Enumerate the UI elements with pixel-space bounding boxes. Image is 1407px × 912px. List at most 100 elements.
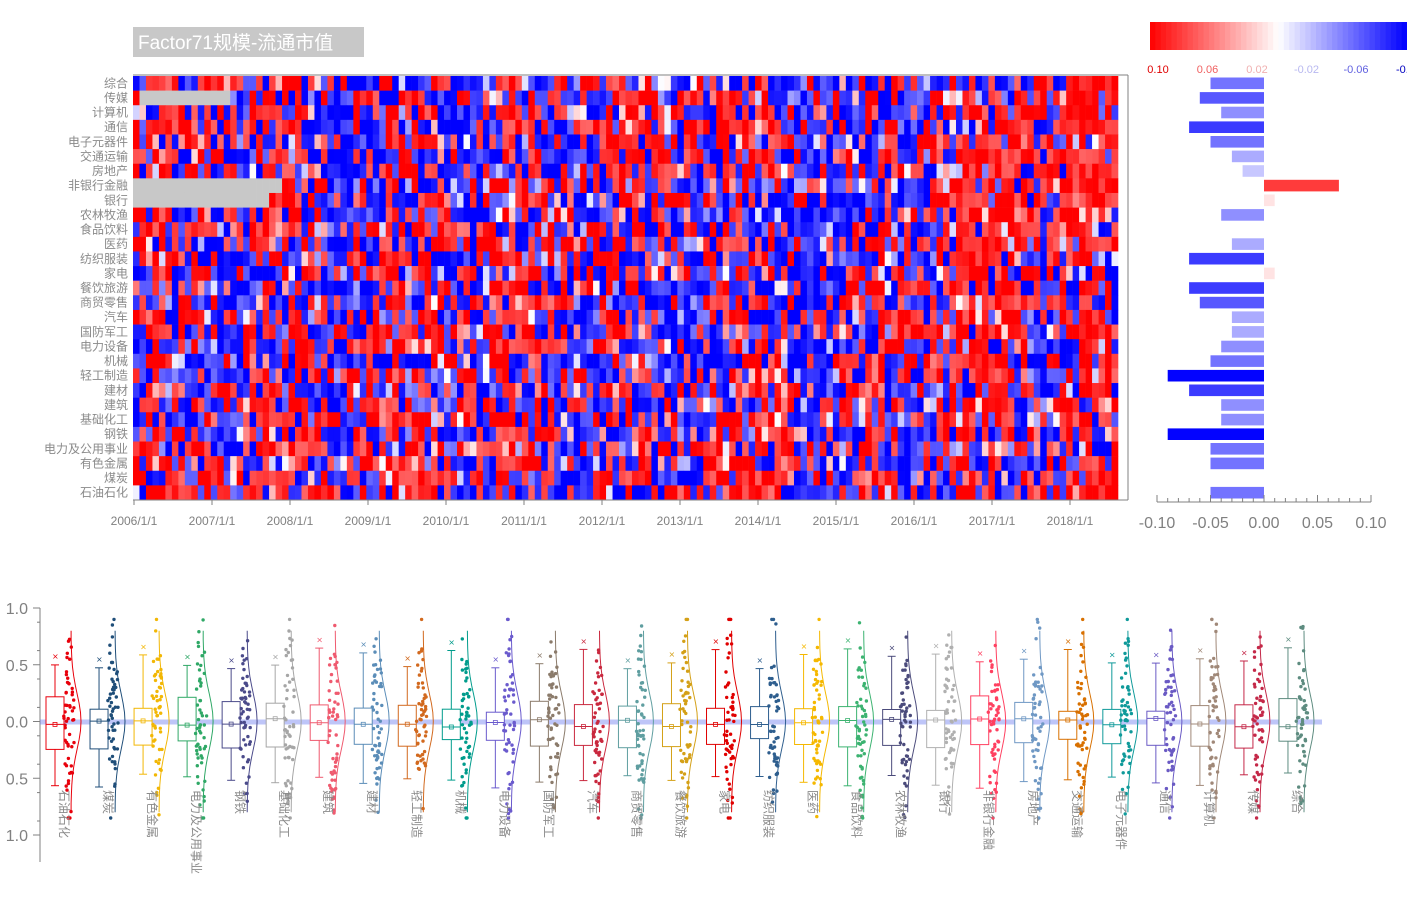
- heatmap-cell: [1092, 119, 1099, 135]
- heatmap-cell: [806, 119, 814, 135]
- heatmap-cell: [230, 397, 237, 413]
- heatmap-cell: [878, 222, 886, 238]
- heatmap-cell: [223, 295, 231, 311]
- heatmap-cell: [638, 251, 646, 267]
- heatmap-cell: [327, 178, 335, 194]
- heatmap-cell: [145, 119, 153, 135]
- heatmap-cell: [677, 309, 685, 325]
- heatmap-cell: [262, 178, 270, 194]
- heatmap-cell: [489, 134, 497, 150]
- heatmap-cell: [878, 339, 886, 355]
- heatmap-cell: [1033, 178, 1041, 194]
- heatmap-cell: [366, 441, 374, 457]
- heatmap-cell: [949, 90, 957, 106]
- box-point: [153, 707, 157, 711]
- heatmap-cell: [327, 456, 335, 472]
- heatmap-cell: [333, 178, 341, 194]
- heatmap-cell: [793, 76, 801, 91]
- heatmap-cell: [839, 309, 847, 325]
- heatmap-cell: [431, 222, 438, 238]
- heatmap-cell: [845, 295, 853, 311]
- heatmap-cell: [392, 441, 399, 457]
- heatmap-cell: [262, 295, 270, 311]
- heatmap-cell: [392, 339, 399, 355]
- heatmap-cell: [586, 149, 594, 165]
- heatmap-cell: [586, 353, 594, 369]
- heatmap-cell: [943, 368, 950, 384]
- heatmap-cell: [515, 251, 523, 267]
- heatmap-cell: [852, 383, 860, 398]
- heatmap-cell: [981, 178, 989, 194]
- colorbar-segment: [1294, 22, 1301, 50]
- box-point: [156, 761, 161, 765]
- heatmap-cell: [813, 76, 821, 91]
- heatmap-cell: [521, 441, 529, 457]
- heatmap-cell: [638, 119, 646, 135]
- box-point: [282, 704, 286, 708]
- heatmap-cell: [1066, 119, 1073, 135]
- heatmap-cell: [1111, 412, 1119, 428]
- heatmap-cell: [716, 412, 723, 428]
- heatmap-cell: [482, 192, 490, 208]
- heatmap-cell: [295, 149, 302, 165]
- heatmap-cell: [651, 222, 659, 238]
- heatmap-cell: [949, 266, 957, 281]
- heatmap-cell: [534, 339, 542, 355]
- heatmap-cell: [541, 324, 549, 340]
- heatmap-cell: [1105, 134, 1112, 150]
- heatmap-cell: [567, 192, 574, 208]
- heatmap-cell: [573, 266, 581, 281]
- heatmap-cell: [729, 178, 736, 194]
- heatmap-cell: [955, 105, 963, 121]
- heatmap-cell: [638, 295, 646, 311]
- heatmap-cell: [444, 280, 451, 296]
- heatmap-cell: [800, 295, 808, 311]
- heatmap-cell: [320, 76, 328, 91]
- heatmap-cell: [158, 163, 166, 179]
- heatmap-cell: [729, 339, 736, 355]
- heatmap-cell: [897, 383, 905, 398]
- heatmap-cell: [256, 178, 263, 194]
- heatmap-cell: [333, 134, 341, 150]
- heatmap-cell: [683, 412, 691, 428]
- heatmap-cell: [282, 280, 289, 296]
- heatmap-cell: [968, 105, 976, 121]
- heatmap-cell: [210, 192, 218, 208]
- heatmap-cell: [1085, 90, 1093, 106]
- heatmap-cell: [1072, 339, 1080, 355]
- heatmap-cell: [1001, 441, 1009, 457]
- heatmap-cell: [314, 324, 322, 340]
- heatmap-cell: [580, 119, 587, 135]
- heatmap-cell: [923, 426, 931, 442]
- heatmap-cell: [547, 412, 555, 428]
- heatmap-cell: [800, 368, 808, 384]
- heatmap-cell: [826, 441, 834, 457]
- heatmap-cell: [249, 105, 257, 121]
- heatmap-cell: [333, 324, 341, 340]
- heatmap-cell: [657, 456, 665, 472]
- heatmap-cell: [295, 192, 302, 208]
- heatmap-cell: [431, 192, 438, 208]
- heatmap-cell: [450, 134, 458, 150]
- heatmap-cell: [554, 339, 561, 355]
- colorbar-segment: [1364, 22, 1370, 50]
- heatmap-cell: [457, 222, 464, 238]
- heatmap-cell: [910, 266, 918, 281]
- heatmap-cell: [664, 383, 672, 398]
- heatmap-cell: [482, 456, 490, 472]
- heatmap-cell: [858, 149, 866, 165]
- heatmap-cell: [139, 441, 147, 457]
- heatmap-cell: [813, 368, 821, 384]
- heatmap-cell: [1001, 163, 1009, 179]
- heatmap-cell: [482, 441, 490, 457]
- heatmap-cell: [1111, 207, 1119, 223]
- heatmap-cell: [340, 266, 348, 281]
- heatmap-cell: [502, 339, 510, 355]
- heatmap-cell: [567, 105, 574, 121]
- heatmap-cell: [1066, 251, 1073, 267]
- heatmap-cell: [275, 353, 283, 369]
- heatmap-cell: [793, 207, 801, 223]
- heatmap-cell: [178, 412, 186, 428]
- heatmap-cell: [534, 295, 542, 311]
- heatmap-cell: [670, 456, 678, 472]
